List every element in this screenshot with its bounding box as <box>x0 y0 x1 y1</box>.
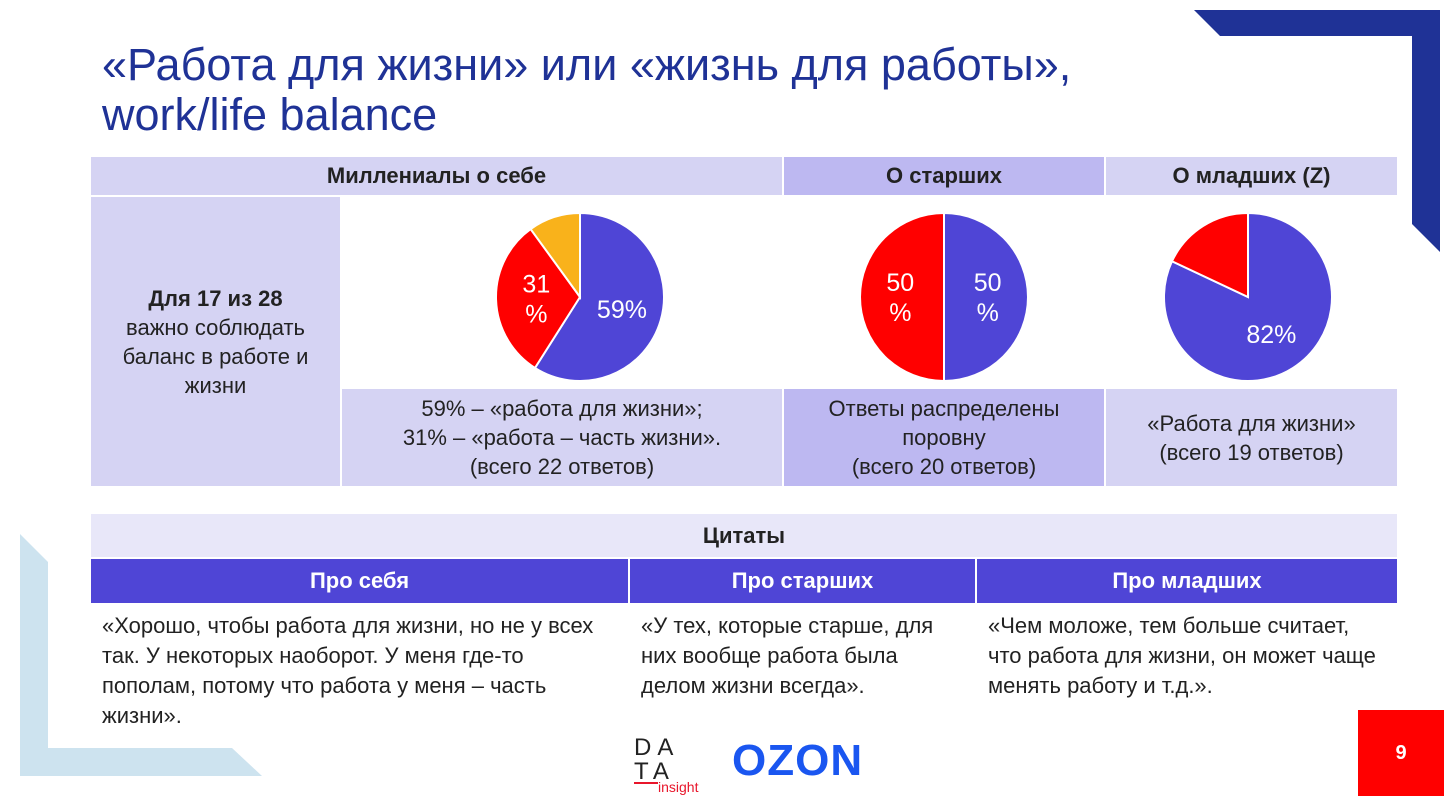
pie-slice-self-1 <box>495 227 582 370</box>
summary-cell: Для 17 из 28 важно соблюдать баланс в ра… <box>91 197 340 486</box>
header-about-younger: О младших (Z) <box>1106 157 1397 195</box>
pie-slice-younger-1 <box>1170 211 1249 299</box>
pie-label-self-1-1: % <box>525 300 547 328</box>
summary-body: важно соблюдать баланс в работе и жизни <box>122 314 309 398</box>
pie-label-younger-0-0: 82% <box>1246 321 1296 349</box>
pie-label-self-1-0: 31 <box>522 270 550 298</box>
quotes-title: Цитаты <box>91 514 1397 557</box>
pie-label-older-0-0: 50 <box>974 269 1002 297</box>
quote-header-self: Про себя <box>91 559 628 603</box>
quote-older: «У тех, которые старше, для них вообще р… <box>641 613 934 698</box>
pie-label-older-1-1: % <box>889 299 911 327</box>
pie-label-self-0-0: 59% <box>597 296 647 324</box>
pie-label-older-1-0: 50 <box>886 269 914 297</box>
quote-header-younger: Про младших <box>977 559 1397 603</box>
note-younger-line2: (всего 19 ответов) <box>1159 439 1344 465</box>
note-younger: «Работа для жизни» (всего 19 ответов) <box>1147 409 1355 467</box>
pie-slice-self-0 <box>533 211 665 382</box>
note-self-line3: (всего 22 ответов) <box>469 454 655 479</box>
pie-slice-older-0 <box>943 211 1029 383</box>
data-insight-logo: DA TA insight <box>634 736 714 794</box>
pie-slice-self-2 <box>529 211 581 301</box>
note-older-line2: поровну <box>902 425 986 450</box>
page-number-badge: 9 <box>1358 710 1444 796</box>
note-cell-younger: «Работа для жизни» (всего 19 ответов) <box>1106 389 1397 486</box>
pie-slice-younger-0 <box>1163 211 1333 382</box>
pie-chart-about-younger: 82% <box>1163 211 1333 382</box>
slide-title-line1: «Работа для жизни» или «жизнь для работы… <box>102 39 1072 90</box>
note-self-line2: 31% – «работа – часть жизни». <box>402 425 722 450</box>
data-insight-logo-bar <box>634 782 658 784</box>
note-cell-older: Ответы распределены поровну (всего 20 от… <box>784 389 1104 486</box>
ozon-logo: OZON <box>732 736 864 785</box>
data-insight-logo-line1: DA <box>634 734 680 761</box>
header-millennials-self: Миллениалы о себе <box>91 157 782 195</box>
summary-bold: Для 17 из 28 <box>148 285 283 311</box>
pie-label-older-0-1: % <box>977 299 999 327</box>
note-cell-self: 59% – «работа для жизни»; 31% – «работа … <box>342 389 782 486</box>
slide-title: «Работа для жизни» или «жизнь для работы… <box>102 40 1282 140</box>
corner-decoration-bottom-left <box>20 534 262 776</box>
pie-slice-older-1 <box>859 211 945 383</box>
note-self-line1: 59% – «работа для жизни»; <box>421 396 703 421</box>
pie-chart-millennials-self: 59% 31% <box>495 211 665 382</box>
corner-decoration-top-right <box>1194 10 1440 252</box>
note-older-line3: (всего 20 ответов) <box>851 454 1037 479</box>
quote-self: «Хорошо, чтобы работа для жизни, но не у… <box>102 613 594 728</box>
data-insight-logo-line2: TA <box>634 758 675 785</box>
note-self: 59% – «работа для жизни»; 31% – «работа … <box>403 394 721 481</box>
header-about-older: О старших <box>784 157 1104 195</box>
pie-chart-about-older: 50%50% <box>859 211 1029 383</box>
slide-title-line2: work/life balance <box>102 89 438 140</box>
summary-text: Для 17 из 28 важно соблюдать баланс в ра… <box>101 284 331 400</box>
quote-header-older: Про старших <box>630 559 975 603</box>
note-younger-line1: «Работа для жизни» <box>1147 410 1356 436</box>
note-older-line1: Ответы распределены <box>828 396 1060 421</box>
note-older: Ответы распределены поровну (всего 20 от… <box>829 394 1060 481</box>
quote-younger: «Чем моложе, тем больше считает, что раб… <box>988 613 1376 698</box>
data-insight-logo-line3: insight <box>658 779 699 795</box>
